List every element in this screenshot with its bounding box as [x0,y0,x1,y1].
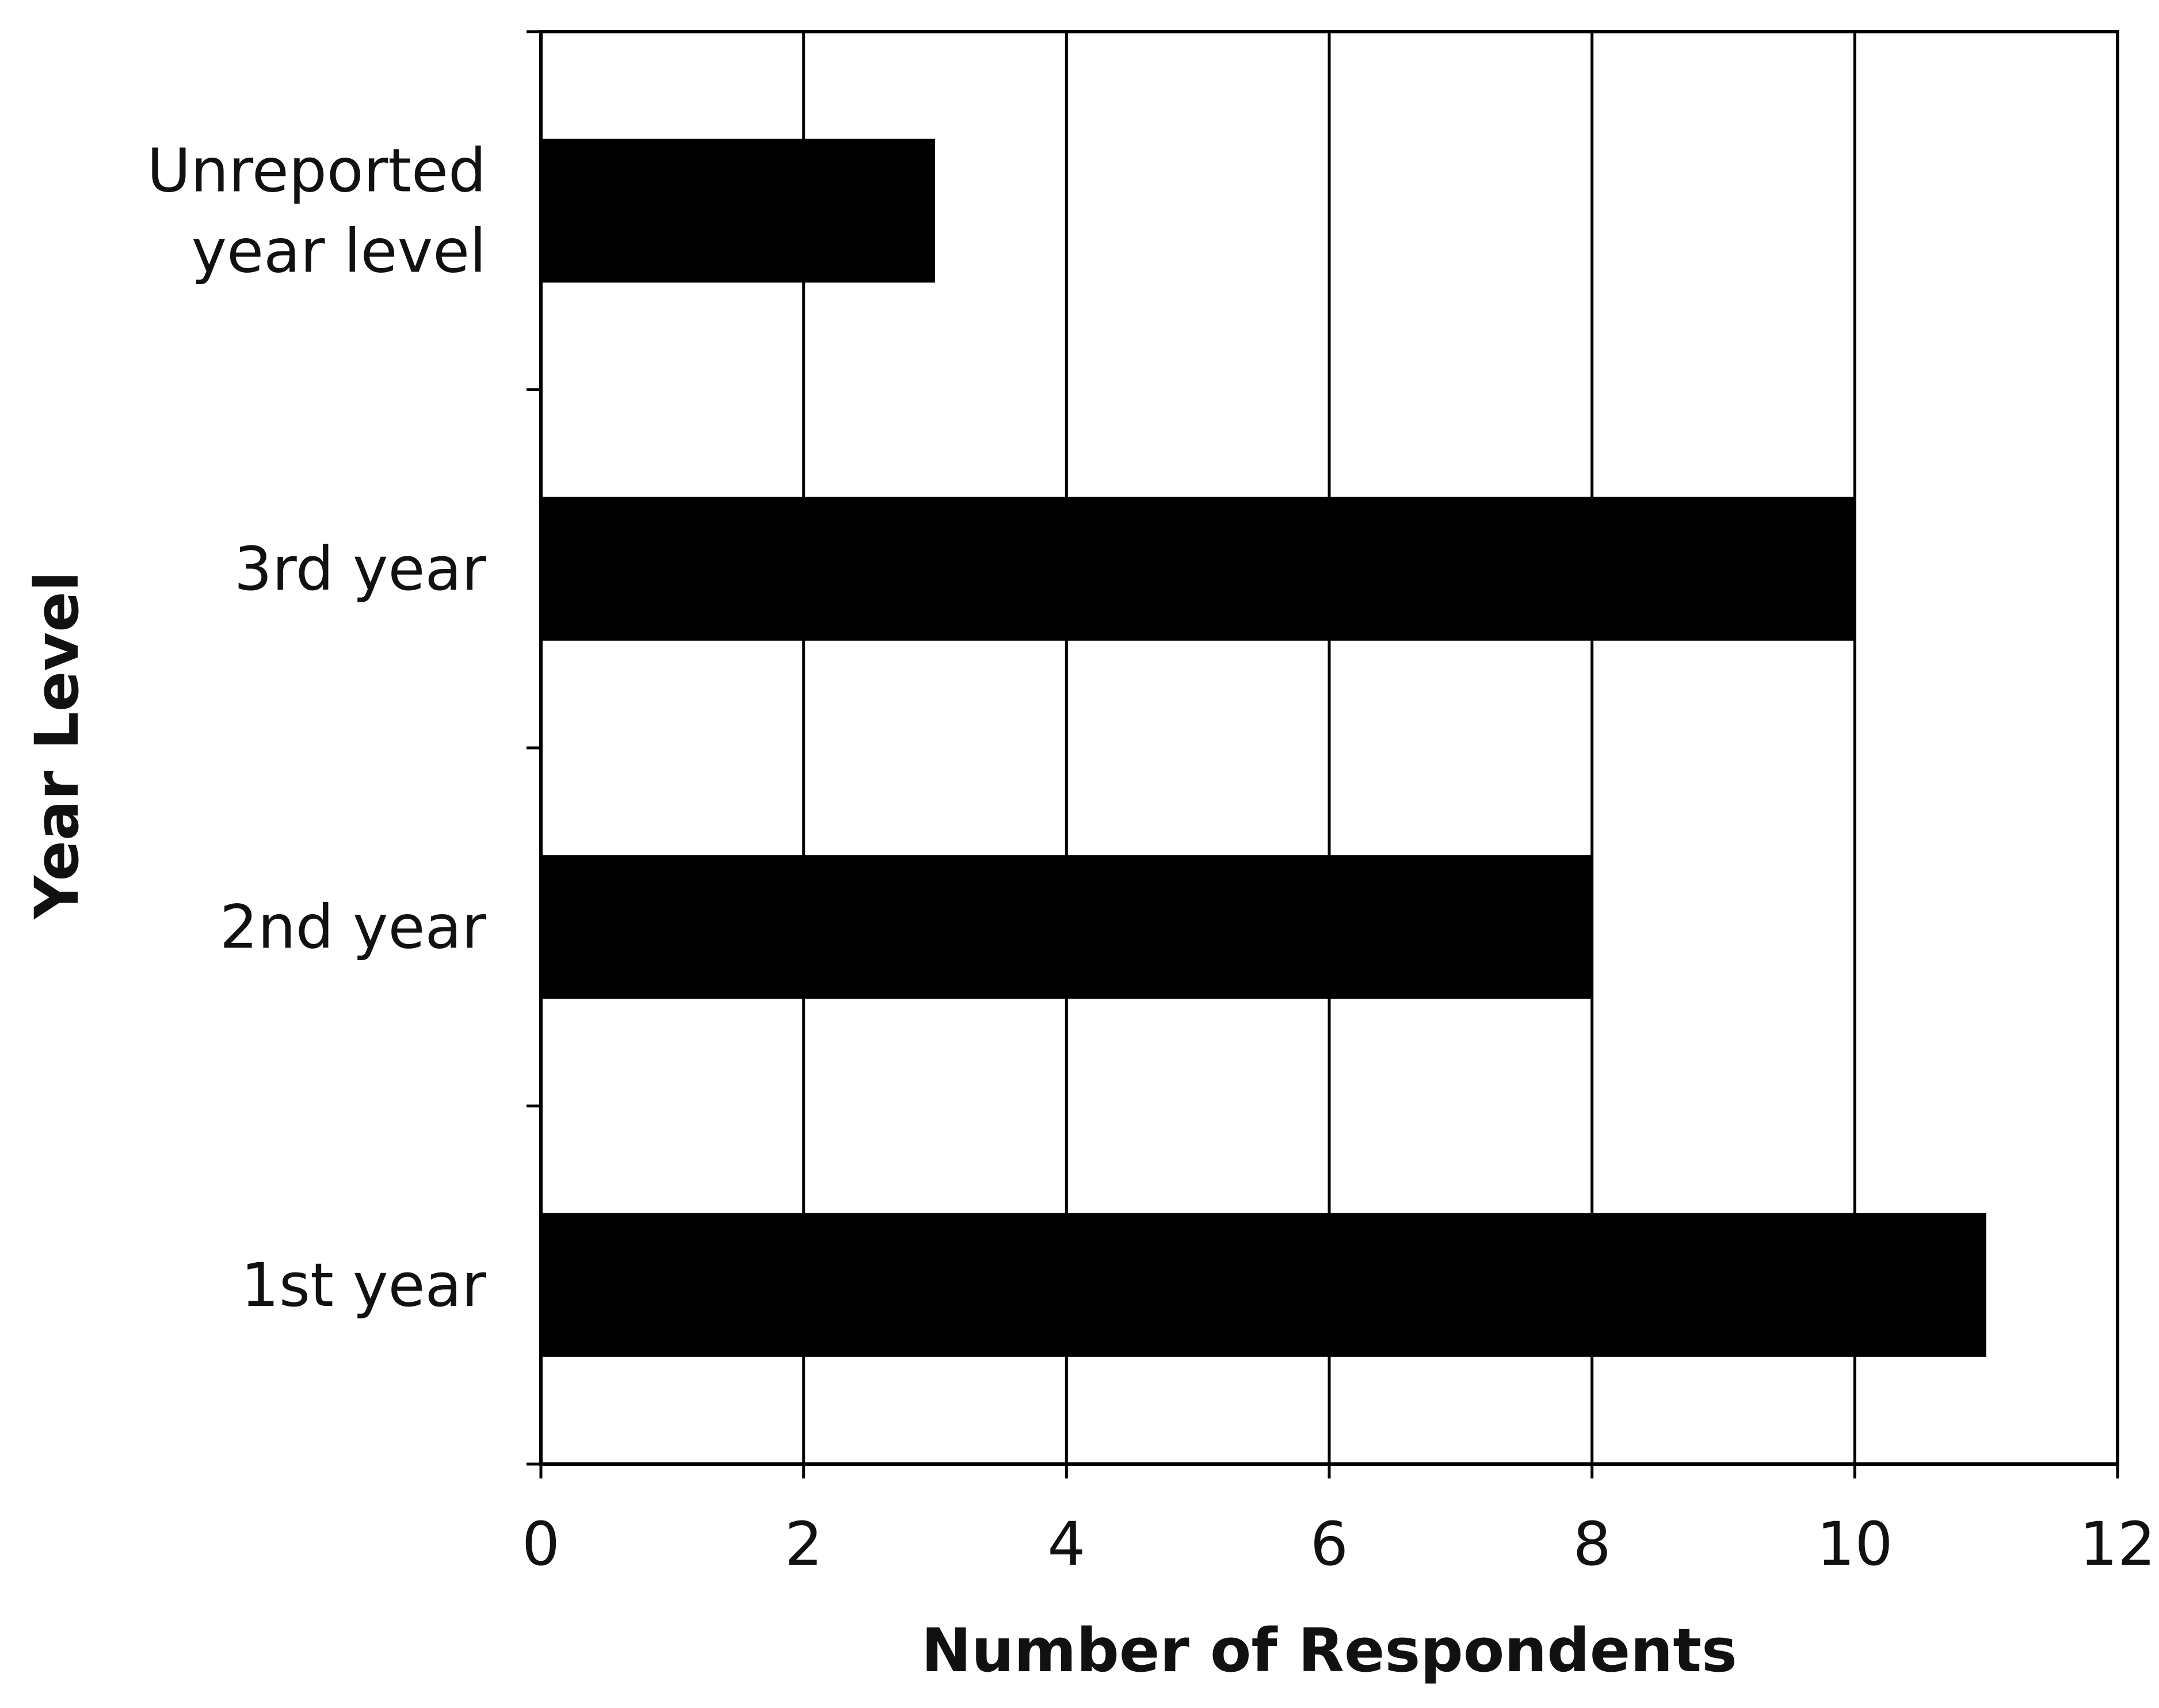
axes [527,30,2119,1478]
category-label: Unreported [147,135,486,205]
bar [541,139,935,283]
x-tick-label: 4 [1047,1509,1085,1579]
x-axis-title: Number of Respondents [921,1615,1737,1686]
y-axis-title: Year Level [22,571,92,920]
bars [541,139,1986,1357]
category-label: 3rd year [234,534,486,604]
category-label: 2nd year [220,892,486,962]
x-tick-label: 12 [2080,1509,2156,1579]
bar [541,496,1855,641]
x-tick-label: 8 [1573,1509,1611,1579]
category-label: 1st year [241,1250,486,1320]
x-tick-label: 6 [1310,1509,1348,1579]
x-tick-label: 10 [1817,1509,1893,1579]
x-tick-label: 2 [785,1509,823,1579]
category-labels: 1st year 2nd year 3rd year Unreported year l… [147,135,486,1320]
x-tick-labels: 0 2 4 6 8 10 12 [522,1509,2156,1579]
bar [541,855,1592,999]
bar [541,1213,1986,1357]
category-label: year level [192,216,486,286]
x-tick-label: 0 [522,1509,560,1579]
